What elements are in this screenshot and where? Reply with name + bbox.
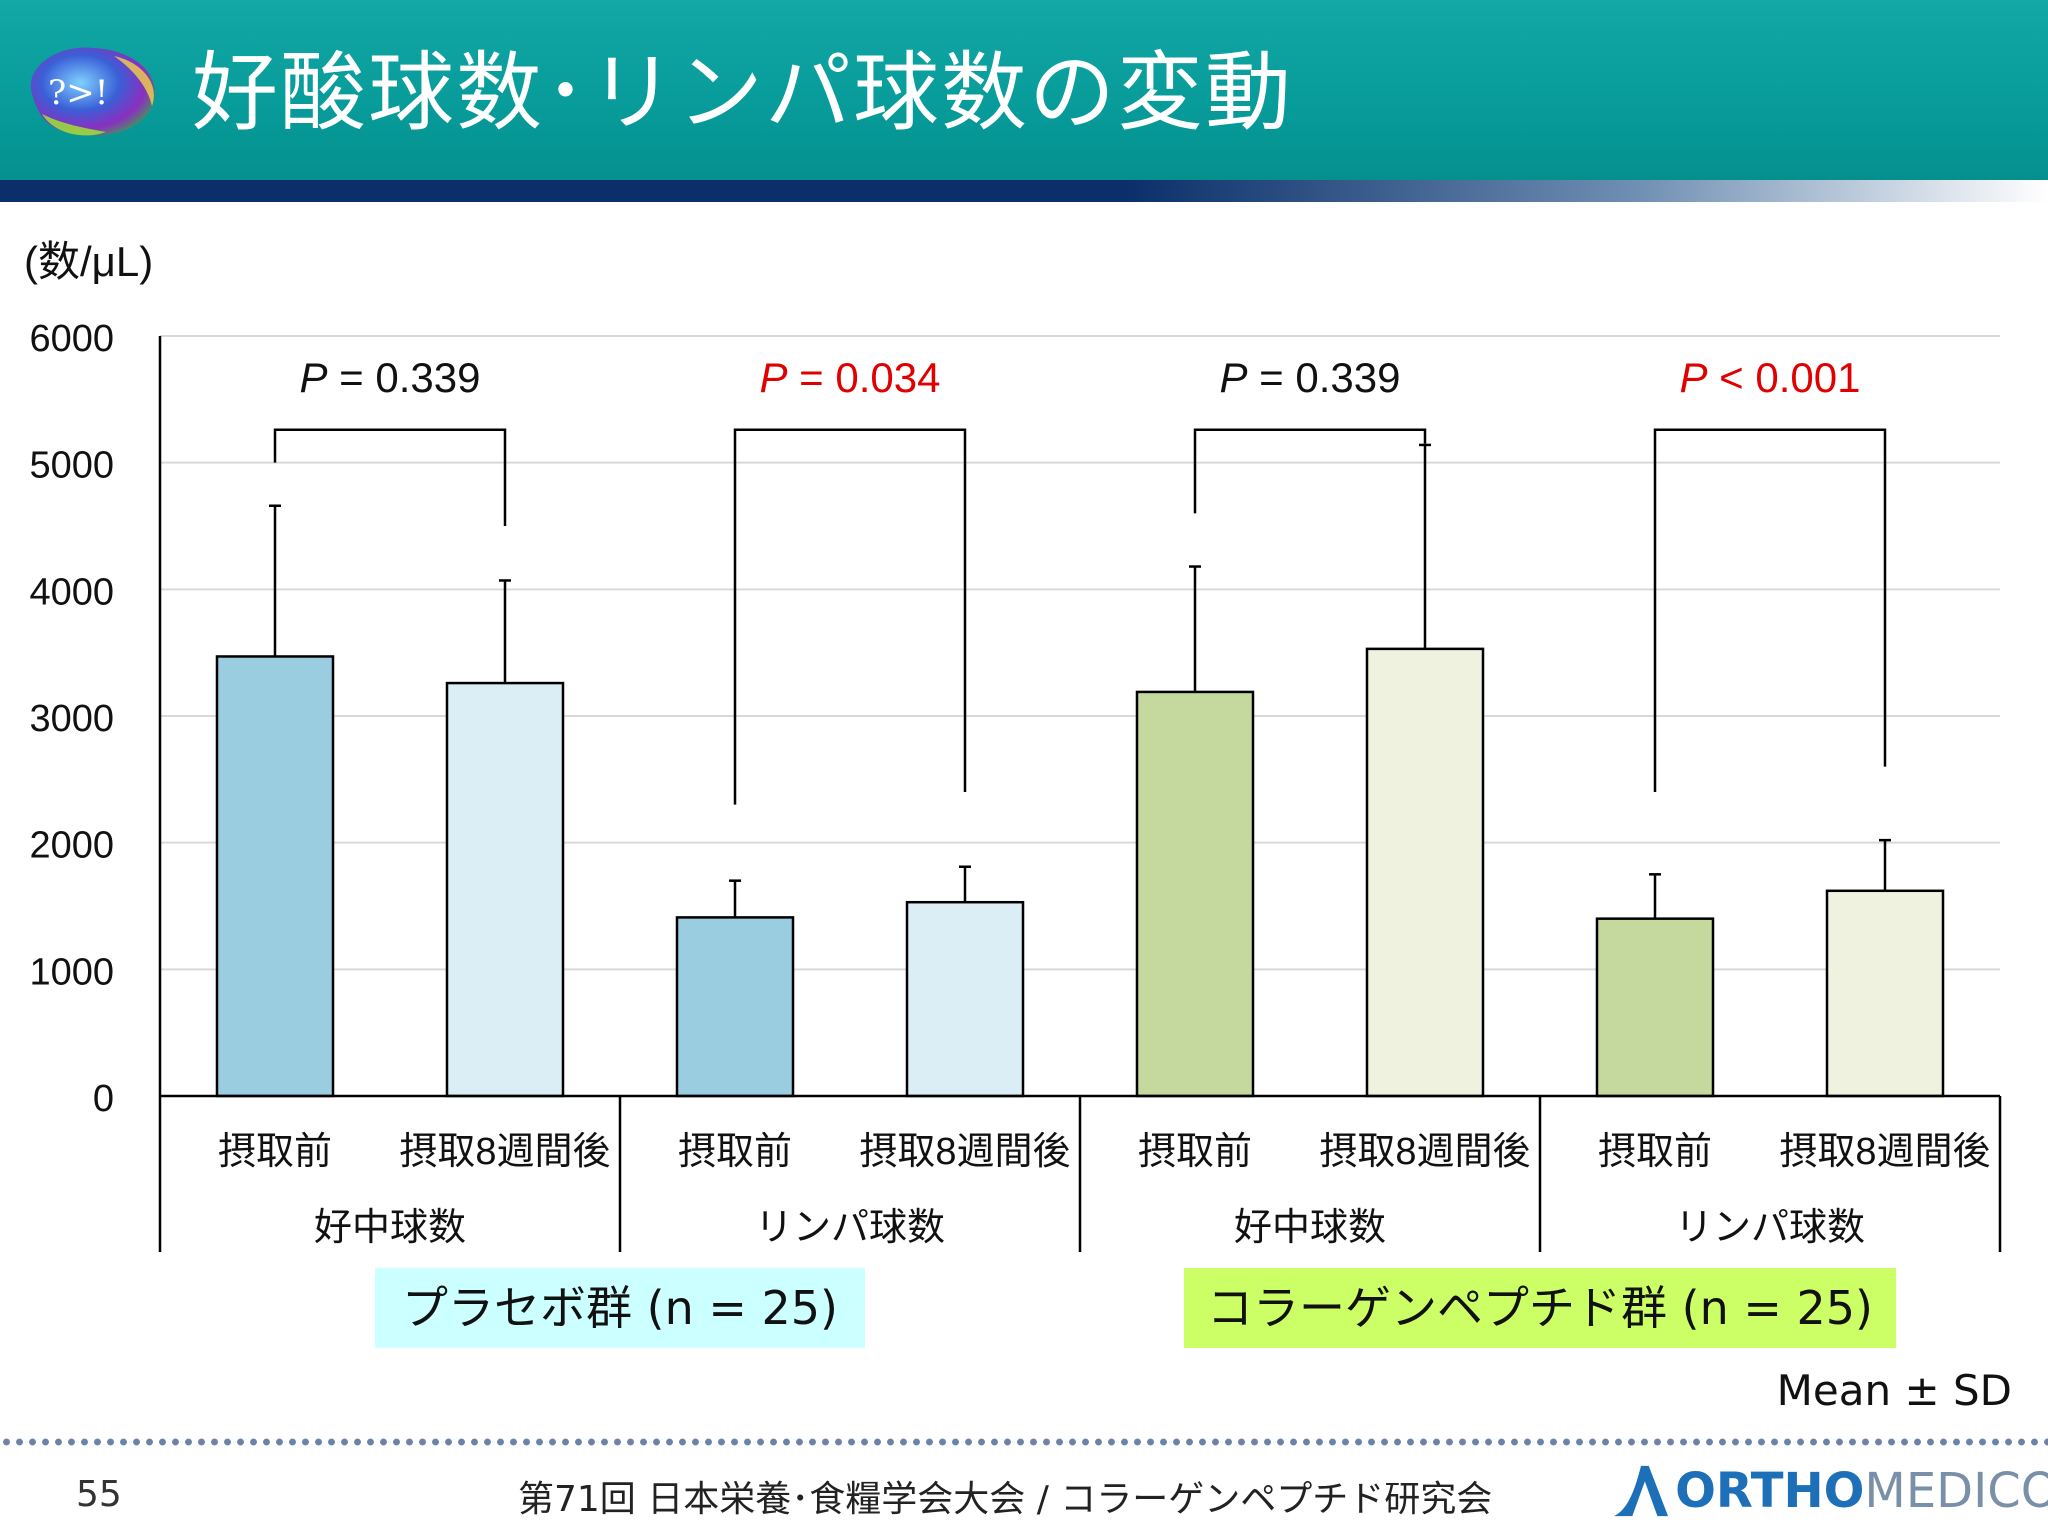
ortho-medico-logo: ORTHO MEDICO <box>1612 1462 2048 1522</box>
y-tick-label: 0 <box>93 1078 114 1120</box>
p-symbol: P <box>1680 354 1708 401</box>
x-tick-label: 摂取前 <box>678 1131 792 1173</box>
bar <box>445 681 565 1098</box>
ortho-medico-mark-icon <box>1613 1465 1669 1517</box>
y-tick-label: 4000 <box>29 571 114 613</box>
bar-chart: 0 1000 2000 3000 4000 5000 6000 (数/μL) 摂取前 摂取8週間後… <box>24 238 2002 1252</box>
bar <box>215 655 335 1098</box>
title-underline-band <box>0 180 2048 202</box>
p-value-label: P = 0.339 <box>300 354 481 401</box>
page-number: 55 <box>76 1474 122 1515</box>
p-value-text: = 0.339 <box>328 354 481 401</box>
x-tick-label: 摂取8週間後 <box>1779 1131 1990 1173</box>
p-value-label: P < 0.001 <box>1680 354 1861 401</box>
bar <box>1825 889 1945 1098</box>
x-tick-label: 摂取前 <box>218 1131 332 1173</box>
conference-footer: 第71回 日本栄養･食糧学会大会 / コラーゲンペプチド研究会 <box>518 1479 1493 1520</box>
dotted-divider <box>0 1438 2048 1446</box>
subgroup-label: 好中球数 <box>1234 1207 1386 1249</box>
brand-ortho-text: ORTHO <box>1675 1463 1865 1519</box>
y-tick-label: 2000 <box>29 825 114 867</box>
group-label-collagen: コラーゲンペプチド群 (n = 25) <box>1184 1268 1896 1348</box>
p-symbol: P <box>300 354 328 401</box>
group-label-placebo: プラセボ群 (n = 25) <box>375 1268 865 1348</box>
mean-sd-note: Mean ± SD <box>1776 1366 2012 1415</box>
x-tick-label: 摂取8週間後 <box>1319 1131 1530 1173</box>
p-value-label: P = 0.339 <box>1220 354 1401 401</box>
brand-medico-text: MEDICO <box>1864 1463 2048 1519</box>
p-value-text: = 0.034 <box>788 354 941 401</box>
svg-text:?>!: ?>! <box>48 73 108 113</box>
comparison-bracket <box>1653 428 1887 792</box>
page-title: 好酸球数･リンパ球数の変動 <box>192 43 1293 143</box>
bar <box>675 916 795 1098</box>
comparison-bracket <box>273 428 507 526</box>
p-value-text: < 0.001 <box>1708 354 1861 401</box>
p-symbol: P <box>1220 354 1248 401</box>
p-value-text: = 0.339 <box>1248 354 1401 401</box>
y-tick-label: 6000 <box>29 318 114 360</box>
comparison-bracket <box>1193 428 1427 514</box>
subgroup-label: リンパ球数 <box>755 1207 945 1249</box>
title-bar <box>0 0 2048 180</box>
x-tick-label: 摂取8週間後 <box>399 1131 610 1173</box>
question-logo-icon: ?>! <box>30 47 155 136</box>
subgroup-label: リンパ球数 <box>1675 1207 1865 1249</box>
y-axis-label: (数/μL) <box>24 238 153 285</box>
y-tick-label: 3000 <box>29 698 114 740</box>
x-tick-label: 摂取前 <box>1138 1131 1252 1173</box>
bar <box>1365 647 1485 1098</box>
subgroup-label: 好中球数 <box>314 1207 466 1249</box>
x-tick-label: 摂取8週間後 <box>859 1131 1070 1173</box>
bar <box>905 900 1025 1098</box>
comparison-bracket <box>733 428 967 805</box>
bar <box>1135 690 1255 1098</box>
p-value-label: P = 0.034 <box>760 354 941 401</box>
bar <box>1595 917 1715 1098</box>
x-tick-label: 摂取前 <box>1598 1131 1712 1173</box>
y-tick-label: 5000 <box>29 445 114 487</box>
p-symbol: P <box>760 354 788 401</box>
y-tick-label: 1000 <box>29 951 114 993</box>
